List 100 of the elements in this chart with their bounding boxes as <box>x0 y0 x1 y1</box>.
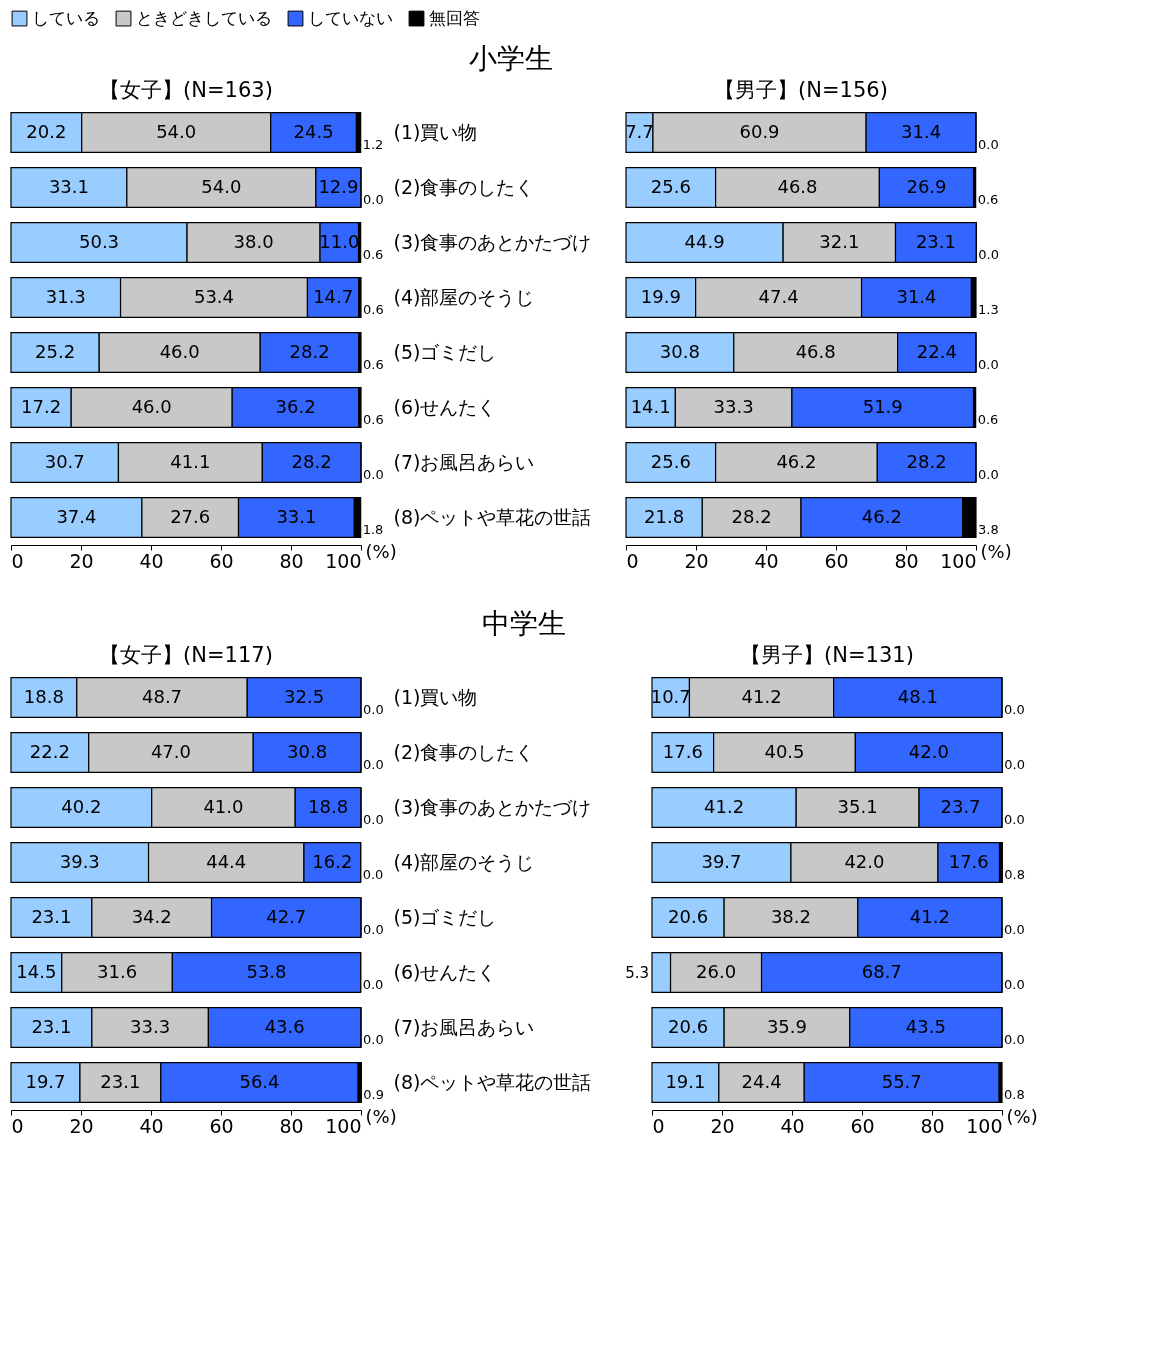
data-label: 46.8 <box>777 175 818 197</box>
data-label: 42.0 <box>908 740 949 762</box>
data-label: 25.6 <box>650 175 691 197</box>
data-label: 54.0 <box>201 175 242 197</box>
data-label: 1.2 <box>362 136 384 152</box>
legend-label: ときどきしている <box>136 7 272 28</box>
data-label: 0.6 <box>362 246 384 262</box>
data-label: 19.7 <box>25 1070 66 1092</box>
data-label: 32.1 <box>819 230 860 252</box>
data-label: 37.4 <box>56 505 97 527</box>
data-label: 0.9 <box>363 1086 385 1102</box>
data-label: 19.1 <box>665 1070 706 1092</box>
data-label: 25.2 <box>35 340 76 362</box>
legend-label: 無回答 <box>429 7 480 28</box>
data-label: 20.6 <box>668 905 709 927</box>
data-label: 26.0 <box>696 960 737 982</box>
data-label: 17.2 <box>21 395 62 417</box>
y-tick-label: (5)ゴミだし <box>393 905 497 928</box>
chart-title: 【男子】(N=156) <box>714 78 888 102</box>
data-label: 53.8 <box>246 960 287 982</box>
x-tick-label: 60 <box>209 1114 234 1137</box>
data-label: 28.2 <box>291 450 332 472</box>
x-tick-label: 80 <box>279 1114 304 1137</box>
data-label: 0.6 <box>363 411 384 427</box>
data-label: 0.0 <box>1004 976 1025 992</box>
data-label: 0.0 <box>978 466 999 482</box>
text: 小学生 <box>468 42 553 75</box>
y-tick-label: (3)食事のあとかたづけ <box>393 230 592 253</box>
data-label: 51.9 <box>862 395 903 417</box>
data-label: 42.7 <box>266 905 307 927</box>
x-tick-label: 80 <box>920 1114 945 1137</box>
x-tick-label: 20 <box>69 549 94 572</box>
data-label: 0.0 <box>363 1031 384 1047</box>
data-label: 23.1 <box>31 1015 72 1037</box>
x-tick-label: 20 <box>684 549 709 572</box>
y-tick-label: (7)お風呂あらい <box>393 450 535 473</box>
data-label: 14.5 <box>16 960 57 982</box>
data-label: 41.1 <box>170 450 211 472</box>
y-tick-label: (6)せんたく <box>393 960 497 983</box>
x-tick-label: 40 <box>780 1114 805 1137</box>
data-label: 40.2 <box>61 795 102 817</box>
data-label: 23.1 <box>915 230 956 252</box>
data-label: 32.5 <box>284 685 325 707</box>
data-label: 0.0 <box>362 866 384 882</box>
data-label: 28.2 <box>906 450 947 472</box>
data-label: 11.0 <box>319 230 360 252</box>
data-label: 35.1 <box>837 795 878 817</box>
x-tick-label: 100 <box>940 549 977 572</box>
x-tick-label: 80 <box>894 549 919 572</box>
legend-label: していない <box>308 7 393 28</box>
data-label: 41.2 <box>704 795 745 817</box>
data-label: 0.8 <box>1004 866 1026 882</box>
data-label: 24.5 <box>293 120 334 142</box>
x-tick-label: 60 <box>209 549 234 572</box>
data-label: 0.0 <box>1004 756 1026 772</box>
chart-title: 【男子】(N=131) <box>740 643 914 667</box>
data-label: 48.7 <box>141 685 183 707</box>
y-tick-label: (8)ペットや草花の世話 <box>393 1070 592 1093</box>
data-label: 19.9 <box>640 285 681 307</box>
data-label: 47.0 <box>150 740 191 762</box>
x-tick-label: 0 <box>11 549 24 572</box>
data-label: 46.2 <box>776 450 817 472</box>
data-label: 54.0 <box>156 120 197 142</box>
data-label: 33.3 <box>713 395 754 417</box>
data-label: 0.0 <box>978 246 1000 262</box>
data-label: 43.5 <box>905 1015 946 1037</box>
data-label: 55.7 <box>881 1070 922 1092</box>
data-label: 16.2 <box>312 850 353 872</box>
data-label: 3.8 <box>978 521 999 537</box>
data-label: 39.3 <box>59 850 100 872</box>
data-label: 28.2 <box>289 340 330 362</box>
y-tick-label: (3)食事のあとかたづけ <box>393 795 592 818</box>
data-label: 23.7 <box>940 795 981 817</box>
data-label: 0.0 <box>363 811 384 827</box>
y-tick-label: (4)部屋のそうじ <box>393 850 535 873</box>
data-label: 5.3 <box>625 963 649 982</box>
y-tick-label: (8)ペットや草花の世話 <box>393 505 592 528</box>
y-tick-label: (7)お風呂あらい <box>393 1015 535 1038</box>
data-label: 33.1 <box>48 175 89 197</box>
data-label: 48.1 <box>897 685 938 707</box>
data-label: 30.8 <box>659 340 700 362</box>
x-tick-label: 100 <box>325 549 362 572</box>
data-label: 41.2 <box>909 905 950 927</box>
data-label: 21.8 <box>644 505 685 527</box>
y-tick-label: (5)ゴミだし <box>393 340 497 363</box>
data-label: 30.7 <box>44 450 85 472</box>
y-tick-label: (6)せんたく <box>393 395 497 418</box>
data-label: 42.0 <box>844 850 885 872</box>
data-label: 0.0 <box>1004 701 1025 717</box>
data-label: 0.6 <box>977 191 999 207</box>
data-label: 0.6 <box>977 411 999 427</box>
x-tick-label: 40 <box>139 549 164 572</box>
x-tick-label: 80 <box>279 549 304 572</box>
data-label: 0.0 <box>362 976 384 992</box>
x-tick-label: 100 <box>325 1114 362 1137</box>
text: 中学生 <box>481 607 566 640</box>
x-tick-label: 20 <box>69 1114 94 1137</box>
data-label: 1.3 <box>978 301 999 317</box>
data-label: 53.4 <box>193 285 235 307</box>
data-label: 36.2 <box>275 395 316 417</box>
